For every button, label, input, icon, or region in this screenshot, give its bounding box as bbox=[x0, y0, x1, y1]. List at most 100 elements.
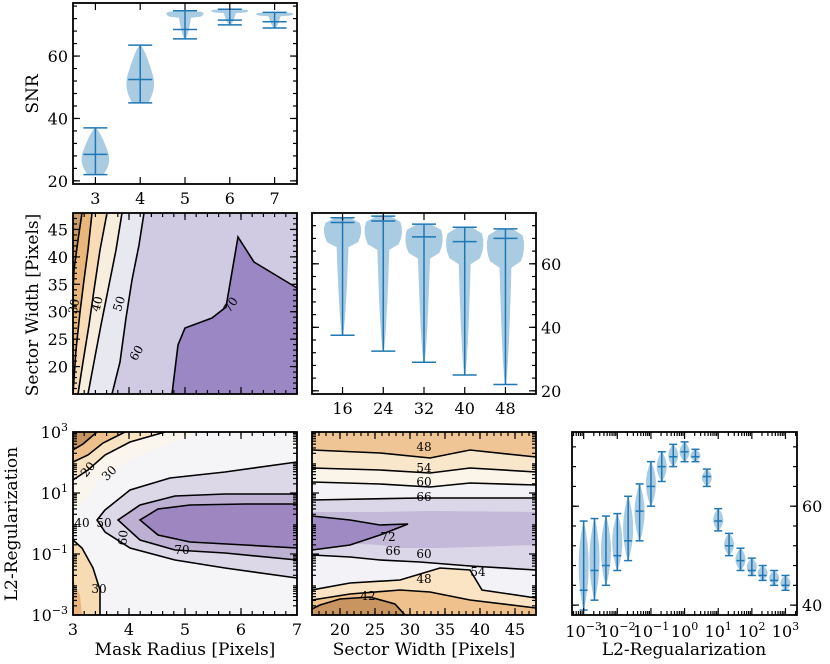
tick-label: 7 bbox=[292, 620, 302, 639]
tick-label: 7 bbox=[270, 189, 280, 208]
tick-label: 5 bbox=[180, 189, 190, 208]
tick-label: 40 bbox=[541, 318, 561, 337]
violin-snr-l2-11 bbox=[701, 468, 712, 488]
contour-label: 50 bbox=[110, 294, 128, 313]
tick-label: 25 bbox=[48, 330, 68, 349]
tick-label: 10−1 bbox=[31, 543, 68, 564]
tick-label: 10−1 bbox=[633, 620, 670, 641]
tick-label: 60 bbox=[541, 255, 561, 274]
contour-label: 72 bbox=[380, 530, 395, 544]
x-axis-label-sector-width: Sector Width [Pixels] bbox=[333, 640, 515, 660]
violin-snr-sector-16 bbox=[324, 217, 362, 337]
violin-snr-radius-4 bbox=[126, 44, 154, 104]
tick-label: 45 bbox=[48, 220, 68, 239]
contour-fills-l2-vs-radius bbox=[73, 432, 297, 615]
tick-label: 4 bbox=[124, 620, 134, 639]
tick-label: 60 bbox=[48, 47, 68, 66]
tick-label: 24 bbox=[373, 399, 393, 418]
violin-snr-radius-7 bbox=[256, 11, 294, 29]
violin-snr-l2-8 bbox=[668, 443, 679, 468]
tick-label: 100 bbox=[671, 620, 698, 641]
contour-label: 66 bbox=[385, 544, 400, 558]
contour-label: 60 bbox=[115, 529, 130, 545]
tick-label: 101 bbox=[41, 482, 68, 503]
panel-frame-l2-vs-radius bbox=[72, 431, 298, 616]
contour-label: 54 bbox=[470, 565, 486, 579]
tick-label: 25 bbox=[365, 620, 385, 639]
contour-fills-sector-vs-radius bbox=[73, 213, 297, 394]
contour-labels-l2-vs-sector: 48 54 60 66 72 66 60 54 48 42 bbox=[360, 440, 486, 603]
contour-labels-l2-vs-radius: 20 30 40 50 60 70 30 bbox=[74, 459, 189, 596]
panel-frame-snr-vs-mask-radius bbox=[72, 2, 298, 185]
tick-label: 10−2 bbox=[599, 620, 636, 641]
violin-snr-l2-18 bbox=[780, 574, 791, 592]
tick-label: 102 bbox=[738, 620, 765, 641]
violin-snr-l2-12 bbox=[713, 507, 724, 532]
tick-label: 32 bbox=[414, 399, 434, 418]
violin-snr-l2-6 bbox=[645, 460, 656, 507]
tick-label: 16 bbox=[332, 399, 352, 418]
tick-label: 4 bbox=[135, 189, 145, 208]
contour-fills-l2-vs-sector bbox=[312, 432, 536, 615]
tick-label: 40 bbox=[48, 248, 68, 267]
violin-snr-l2-16 bbox=[757, 564, 768, 582]
violin-snr-radius-6 bbox=[211, 8, 249, 26]
violin-layer bbox=[81, 8, 791, 611]
violin-snr-radius-5 bbox=[166, 10, 204, 40]
tick-label: 101 bbox=[705, 620, 732, 641]
panel-frame-sector-vs-radius bbox=[72, 212, 298, 395]
contour-label: 42 bbox=[360, 589, 375, 603]
violin-snr-l2-10 bbox=[690, 448, 701, 463]
contour-label: 60 bbox=[416, 547, 431, 561]
violin-snr-sector-32 bbox=[405, 223, 443, 363]
contour-label: 70 bbox=[174, 543, 189, 557]
tick-label: 35 bbox=[48, 275, 68, 294]
violin-snr-l2-9 bbox=[679, 441, 690, 463]
tick-label: 3 bbox=[90, 189, 100, 208]
tick-label: 45 bbox=[505, 620, 525, 639]
tick-label: 6 bbox=[236, 620, 246, 639]
tick-label: 10−3 bbox=[31, 604, 68, 625]
contour-label: 60 bbox=[127, 343, 147, 363]
y-axis-label-sector-width: Sector Width [Pixels] bbox=[23, 214, 43, 396]
panel-frame-l2-vs-sector bbox=[311, 431, 537, 616]
tick-label: 20 bbox=[541, 382, 561, 401]
violin-snr-l2-14 bbox=[735, 547, 746, 572]
tick-label: 30 bbox=[400, 620, 420, 639]
contour-lines-l2-vs-sector bbox=[312, 449, 536, 615]
panel-frames bbox=[72, 2, 798, 616]
contour-label: 60 bbox=[416, 475, 431, 489]
tick-label: 35 bbox=[435, 620, 455, 639]
tick-label: 40 bbox=[455, 399, 475, 418]
violin-snr-l2-1 bbox=[589, 517, 600, 601]
contour-label: 40 bbox=[74, 516, 89, 530]
tick-label: 40 bbox=[470, 620, 490, 639]
violin-snr-sector-40 bbox=[446, 226, 484, 376]
tick-label: 103 bbox=[41, 421, 68, 442]
violin-snr-l2-7 bbox=[656, 451, 667, 483]
violin-snr-sector-48 bbox=[486, 228, 524, 386]
tick-label: 30 bbox=[48, 303, 68, 322]
tick-label: 48 bbox=[495, 399, 515, 418]
contour-label: 30 bbox=[91, 582, 106, 596]
tick-label: 40 bbox=[48, 109, 68, 128]
x-axis-label-mask-radius: Mask Radius [Pixels] bbox=[95, 640, 276, 660]
violin-snr-l2-17 bbox=[769, 569, 780, 587]
tick-label: 5 bbox=[180, 620, 190, 639]
contour-labels-sector-vs-radius: 30 40 50 60 70 bbox=[66, 294, 241, 363]
panel-frame-snr-vs-sector bbox=[311, 212, 537, 395]
tick-label: 20 bbox=[48, 358, 68, 377]
contour-label: 50 bbox=[96, 516, 111, 530]
violin-snr-l2-13 bbox=[724, 532, 734, 557]
tick-label: 103 bbox=[772, 620, 799, 641]
tick-label: 6 bbox=[225, 189, 235, 208]
contour-label: 54 bbox=[416, 461, 432, 475]
violin-snr-l2-5 bbox=[634, 483, 645, 542]
violin-snr-l2-0 bbox=[578, 520, 589, 611]
violin-snr-sector-24 bbox=[364, 215, 402, 352]
tick-label: 20 bbox=[330, 620, 350, 639]
contour-label: 48 bbox=[416, 440, 431, 454]
tick-label: 20 bbox=[48, 172, 68, 191]
